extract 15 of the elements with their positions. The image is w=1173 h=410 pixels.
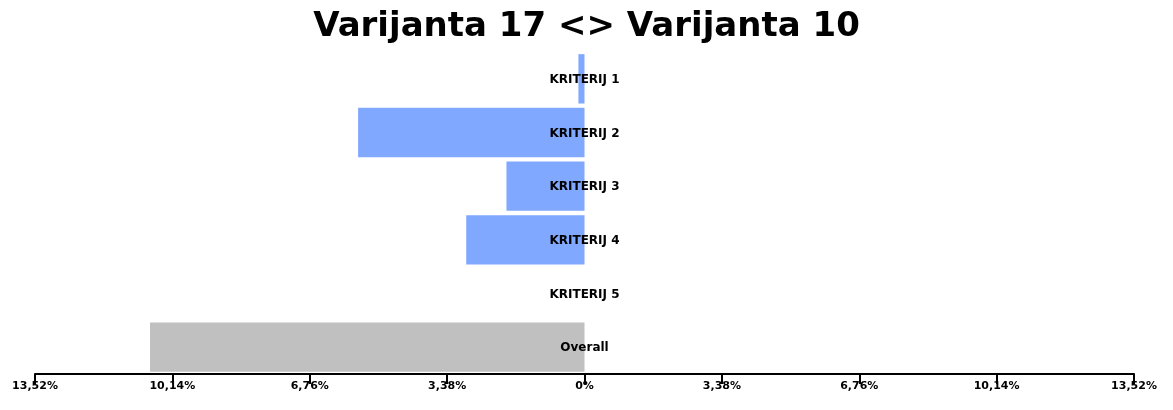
x-tick-label: 13,52% [12, 379, 58, 392]
x-tick-label: 10,14% [149, 379, 196, 392]
x-tick-label: 3,38% [702, 379, 741, 392]
x-tick-label: 6,76% [290, 379, 329, 392]
x-tick-label: 3,38% [428, 379, 467, 392]
y-tick-label: Overall [560, 340, 609, 355]
x-tick-label: 10,14% [973, 379, 1020, 392]
chart-title: Varijanta 17 <> Varijanta 10 [313, 4, 860, 44]
y-tick-label: KRITERIJ 1 [549, 71, 620, 86]
x-tick-label: 6,76% [840, 379, 879, 392]
x-tick-label: 13,52% [1111, 379, 1157, 392]
y-tick-label: KRITERIJ 4 [549, 232, 620, 247]
y-tick-label: KRITERIJ 5 [549, 286, 620, 301]
y-tick-label: KRITERIJ 3 [549, 179, 620, 194]
y-tick-label: KRITERIJ 2 [549, 125, 620, 140]
